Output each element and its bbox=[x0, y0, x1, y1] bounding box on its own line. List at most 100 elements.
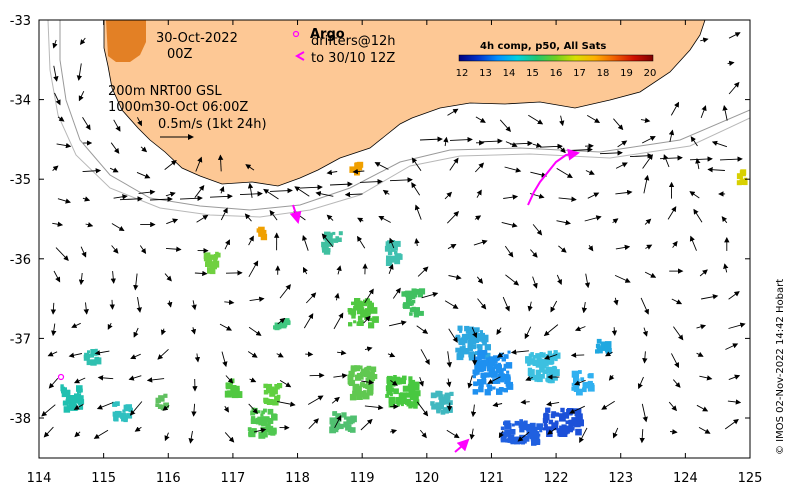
current-arrow bbox=[499, 119, 511, 132]
colorbar-tick-label: 19 bbox=[620, 68, 633, 79]
current-arrow bbox=[56, 142, 72, 149]
current-arrow bbox=[239, 191, 263, 197]
sst-cell bbox=[78, 405, 84, 410]
sst-cell bbox=[531, 439, 535, 443]
sst-cell bbox=[552, 369, 560, 376]
current-arrow bbox=[53, 270, 61, 283]
sst-cell bbox=[269, 420, 274, 424]
sst-cell bbox=[413, 312, 419, 318]
current-arrow bbox=[689, 235, 697, 251]
current-arrow bbox=[221, 351, 228, 368]
sst-cell bbox=[203, 256, 209, 262]
colorbar-tick-label: 13 bbox=[479, 68, 492, 79]
current-arrow bbox=[671, 353, 680, 369]
current-arrow bbox=[166, 218, 179, 225]
sst-cell bbox=[580, 377, 585, 382]
sst-cell bbox=[329, 419, 334, 424]
current-arrow bbox=[447, 243, 457, 250]
sst-cell bbox=[263, 398, 270, 404]
sst-cell bbox=[356, 301, 364, 309]
current-arrow bbox=[517, 431, 530, 442]
sst-cell bbox=[355, 299, 359, 303]
sst-cell bbox=[230, 385, 237, 392]
current-arrow bbox=[614, 274, 631, 283]
current-arrow bbox=[305, 292, 317, 304]
sst-cell bbox=[558, 413, 563, 418]
current-arrow bbox=[668, 129, 675, 142]
sst-cell bbox=[265, 428, 270, 433]
current-arrow bbox=[378, 215, 391, 223]
sst-cell bbox=[388, 398, 394, 404]
sst-cell bbox=[467, 339, 474, 346]
sst-cell bbox=[435, 390, 441, 396]
current-arrow bbox=[160, 328, 166, 336]
current-arrow bbox=[670, 429, 678, 435]
sst-cell bbox=[473, 381, 478, 387]
sst-cell bbox=[396, 397, 401, 402]
current-arrow bbox=[496, 352, 505, 358]
sst-cell bbox=[472, 389, 479, 395]
current-arrow bbox=[640, 297, 649, 315]
current-arrow bbox=[134, 426, 142, 432]
colorbar: 4h comp, p50, All Sats 12 13 14 15 16 17 18 19 2… bbox=[456, 41, 657, 79]
sst-cell bbox=[547, 350, 552, 356]
y-tick-label: -37 bbox=[10, 332, 31, 347]
sst-cell bbox=[348, 370, 355, 378]
sst-cell bbox=[263, 416, 270, 423]
current-arrow bbox=[97, 375, 114, 381]
current-arrow bbox=[728, 81, 740, 95]
sst-cell bbox=[505, 373, 510, 378]
current-arrow bbox=[279, 380, 292, 388]
current-arrow bbox=[601, 400, 615, 410]
contour-200m bbox=[59, 20, 750, 211]
current-arrow bbox=[470, 404, 477, 418]
sst-cell bbox=[371, 376, 376, 381]
sst-cell bbox=[544, 424, 548, 428]
sst-cell bbox=[402, 385, 409, 392]
plot-frame bbox=[38, 19, 751, 459]
colorbar-tick-label: 16 bbox=[550, 68, 563, 79]
current-arrow bbox=[337, 350, 347, 356]
sst-cell bbox=[209, 261, 217, 269]
sst-cell bbox=[387, 250, 393, 256]
sst-cell bbox=[358, 365, 363, 370]
current-arrow bbox=[107, 322, 113, 330]
current-arrow bbox=[277, 317, 286, 325]
current-arrow bbox=[443, 136, 449, 147]
current-arrow bbox=[556, 168, 573, 179]
current-arrow bbox=[74, 431, 81, 438]
sst-cell bbox=[358, 320, 364, 326]
sst-cell bbox=[372, 374, 378, 380]
sst-cell bbox=[341, 412, 347, 418]
current-arrow bbox=[139, 245, 147, 255]
credit-text: © IMOS 02-Nov-2022 14:42 Hobart bbox=[775, 279, 786, 455]
current-arrow bbox=[476, 276, 484, 284]
sst-cell bbox=[574, 410, 581, 417]
current-arrow bbox=[219, 186, 225, 194]
sst-cell bbox=[499, 373, 506, 380]
current-arrow bbox=[644, 271, 657, 278]
sst-cell bbox=[436, 409, 441, 414]
current-arrow bbox=[194, 270, 208, 277]
current-arrow bbox=[41, 404, 56, 417]
current-arrow bbox=[474, 215, 482, 221]
current-arrow bbox=[382, 189, 390, 196]
current-arrow bbox=[52, 221, 64, 227]
sst-cell bbox=[399, 398, 404, 403]
current-arrow bbox=[449, 157, 459, 171]
sst-cell bbox=[463, 348, 470, 355]
current-arrow bbox=[723, 263, 729, 273]
sst-cell bbox=[503, 363, 508, 368]
current-arrow bbox=[615, 244, 631, 251]
current-arrow bbox=[164, 160, 177, 170]
x-tick-label: 114 bbox=[27, 471, 52, 486]
sst-cell bbox=[502, 367, 506, 371]
y-tick-label: -34 bbox=[10, 94, 31, 109]
current-arrow bbox=[136, 117, 142, 127]
current-arrow bbox=[546, 401, 560, 407]
current-arrow bbox=[138, 189, 156, 195]
current-arrow bbox=[605, 351, 613, 357]
current-arrow bbox=[449, 136, 473, 143]
current-arrow bbox=[389, 429, 398, 435]
current-arrow bbox=[530, 171, 548, 178]
